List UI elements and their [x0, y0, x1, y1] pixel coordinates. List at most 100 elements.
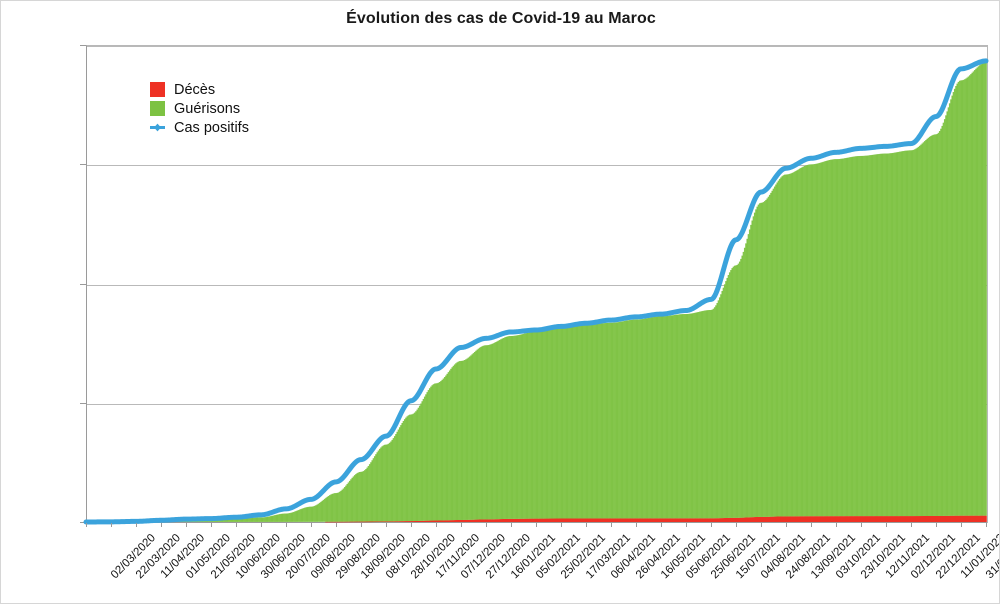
bar-guerisons — [515, 335, 517, 519]
bar-guerisons — [416, 409, 419, 521]
bar-guerisons — [491, 343, 494, 520]
bar-guerisons — [790, 173, 792, 517]
bar-deces — [451, 520, 454, 522]
legend-item[interactable]: Guérisons — [150, 99, 249, 118]
bar-guerisons — [927, 137, 930, 516]
bar-guerisons — [452, 365, 455, 521]
bar-guerisons — [712, 308, 715, 519]
bar-guerisons — [897, 151, 900, 517]
bar-deces — [981, 515, 984, 522]
bar-guerisons — [345, 485, 347, 522]
bar-guerisons — [477, 348, 480, 520]
legend-label: Cas positifs — [174, 119, 249, 136]
bar-guerisons — [875, 154, 877, 517]
bar-deces — [983, 515, 986, 522]
bar-guerisons — [753, 212, 756, 518]
bar-guerisons — [408, 414, 411, 522]
bar-guerisons — [720, 294, 722, 519]
bar-deces — [485, 519, 487, 522]
bar-deces — [460, 519, 462, 522]
bar-deces — [970, 515, 972, 522]
bar-deces — [325, 521, 327, 523]
bar-deces — [936, 515, 939, 522]
legend-item[interactable]: Cas positifs — [150, 118, 249, 137]
bar-deces — [493, 519, 496, 522]
bar-deces — [731, 517, 734, 522]
bar-deces — [402, 521, 405, 522]
bar-guerisons — [583, 324, 586, 519]
bar-deces — [870, 516, 872, 522]
bar-deces — [540, 518, 542, 522]
bar-guerisons — [283, 513, 286, 522]
bar-guerisons — [832, 159, 835, 517]
bar-guerisons — [478, 347, 481, 520]
bar-deces — [711, 518, 714, 522]
bar-guerisons — [921, 143, 924, 517]
bar-deces — [695, 518, 697, 522]
bar-deces — [446, 520, 449, 522]
bar-guerisons — [562, 327, 565, 519]
bar-guerisons — [268, 516, 271, 522]
bar-guerisons — [276, 514, 279, 522]
bar-guerisons — [388, 442, 391, 522]
bar-guerisons — [473, 351, 476, 520]
bar-guerisons — [608, 322, 611, 519]
bar-deces — [897, 516, 900, 522]
bar-guerisons — [666, 316, 669, 519]
bar-guerisons — [383, 444, 386, 522]
legend-item[interactable]: Décès — [150, 80, 249, 99]
bar-deces — [523, 518, 526, 522]
bar-guerisons — [596, 324, 599, 519]
bar-deces — [630, 518, 632, 522]
bar-deces — [415, 520, 417, 522]
bar-guerisons — [348, 480, 351, 522]
bar-guerisons — [601, 323, 604, 519]
bar-deces — [330, 521, 332, 523]
bar-deces — [922, 516, 925, 522]
bar-guerisons — [498, 339, 501, 520]
bar-guerisons — [793, 171, 796, 517]
bar-guerisons — [671, 315, 674, 519]
bar-guerisons — [673, 315, 676, 519]
bar-guerisons — [385, 444, 387, 522]
bar-deces — [557, 518, 560, 522]
bar-deces — [781, 516, 784, 522]
bar-guerisons — [432, 384, 435, 521]
bar-deces — [590, 518, 592, 522]
bar-deces — [816, 516, 819, 522]
bar-guerisons — [261, 517, 264, 522]
bar-guerisons — [895, 152, 897, 517]
bar-deces — [952, 515, 955, 522]
bar-guerisons — [961, 80, 964, 516]
bar-deces — [768, 516, 771, 522]
bar-deces — [903, 516, 906, 522]
bar-guerisons — [480, 346, 482, 520]
bar-deces — [577, 518, 580, 522]
bar-guerisons — [715, 305, 717, 519]
bar-deces — [583, 518, 586, 522]
bar-guerisons — [417, 407, 420, 521]
bar-guerisons — [765, 199, 767, 517]
bar-deces — [895, 516, 897, 522]
bar-guerisons — [857, 156, 860, 517]
bar-guerisons — [426, 392, 429, 521]
bar-guerisons — [660, 316, 662, 519]
bar-deces — [827, 516, 830, 522]
bar-deces — [381, 521, 384, 522]
bar-deces — [591, 518, 594, 522]
bar-guerisons — [518, 334, 521, 519]
bar-guerisons — [465, 359, 467, 520]
bar-deces — [653, 518, 656, 522]
bar-deces — [775, 516, 777, 522]
bar-guerisons — [967, 76, 970, 516]
bar-guerisons — [758, 203, 761, 517]
bar-deces — [920, 516, 922, 522]
bar-guerisons — [492, 343, 495, 520]
bar-guerisons — [217, 519, 220, 522]
bar-deces — [902, 516, 905, 522]
bar-deces — [750, 517, 752, 522]
bar-deces — [927, 515, 930, 522]
gridline — [87, 46, 987, 47]
bar-deces — [848, 516, 851, 522]
bar-guerisons — [815, 163, 817, 517]
